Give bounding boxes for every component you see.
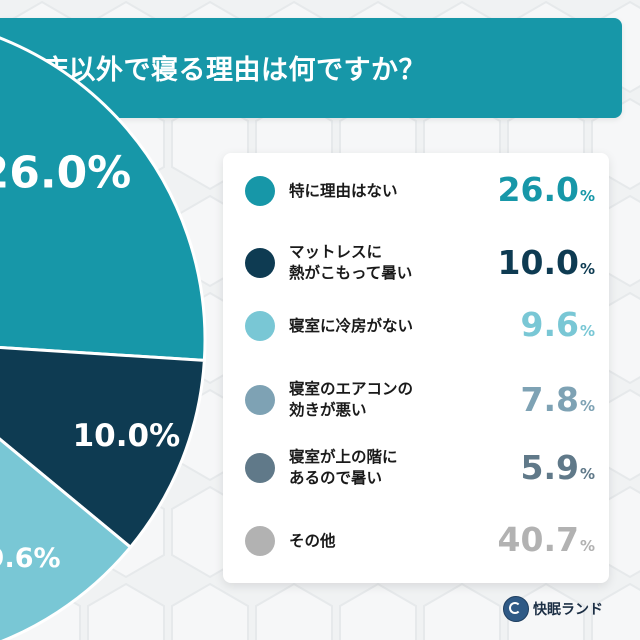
legend-value: 9.6% (521, 305, 596, 344)
pie-slice (0, 36, 207, 362)
legend-value-number: 26.0 (497, 170, 579, 209)
legend-value-unit: % (579, 322, 595, 340)
legend-label: 特に理由はない (289, 182, 398, 200)
slice-label: 10.0% (73, 418, 181, 454)
legend-label: 寝室に冷房がない (289, 317, 414, 335)
legend-label: 寝室が上の階に あるので暑い (289, 448, 398, 487)
legend-value-unit: % (579, 187, 595, 205)
legend-value-number: 40.7 (497, 520, 579, 559)
legend-item: 寝室のエアコンの 効きが悪い 7.8% (223, 375, 609, 425)
legend-swatch (245, 176, 275, 206)
legend-value-number: 9.6 (520, 305, 579, 344)
legend-value-number: 10.0 (497, 243, 579, 282)
title-banner: の寝床以外で寝る理由は何ですか？ (0, 18, 622, 118)
legend-item: 特に理由はない 26.0% (223, 170, 609, 223)
legend-value-unit: % (579, 537, 595, 555)
legend-swatch (245, 311, 275, 341)
legend-label: マットレスに 熱がこもって暑い (289, 243, 413, 282)
legend-value: 5.9% (521, 448, 596, 487)
legend-card: 特に理由はない 26.0% マットレスに 熱がこもって暑い 10.0% 寝室に冷房がない… (223, 153, 609, 583)
legend-item: マットレスに 熱がこもって暑い 10.0% (223, 238, 609, 288)
legend-item: 寝室に冷房がない 9.6% (223, 305, 609, 358)
legend-value: 10.0% (498, 243, 595, 282)
legend-value-unit: % (579, 397, 595, 415)
legend-swatch (245, 526, 275, 556)
legend-value: 26.0% (498, 170, 595, 209)
pie-slice (0, 346, 206, 550)
slice-label: 26.0% (0, 148, 131, 199)
pie-slice (0, 437, 133, 640)
legend-item: 寝室が上の階に あるので暑い 5.9% (223, 443, 609, 493)
legend-label: 寝室のエアコンの 効きが悪い (289, 380, 414, 419)
legend-item: その他 40.7% (223, 520, 609, 573)
brand-name: 快眠ランド (533, 602, 603, 618)
legend-value: 40.7% (498, 520, 595, 559)
legend-swatch (245, 248, 275, 278)
legend-value-unit: % (579, 465, 595, 483)
legend-swatch (245, 385, 275, 415)
legend-swatch (245, 453, 275, 483)
moon-logo-icon (503, 596, 529, 622)
legend-value-number: 7.8 (520, 380, 579, 419)
legend-label: その他 (289, 532, 336, 550)
legend-value: 7.8% (521, 380, 596, 419)
legend-value-unit: % (579, 260, 595, 278)
legend-value-number: 5.9 (520, 448, 579, 487)
slice-label: 9.6% (0, 543, 61, 574)
